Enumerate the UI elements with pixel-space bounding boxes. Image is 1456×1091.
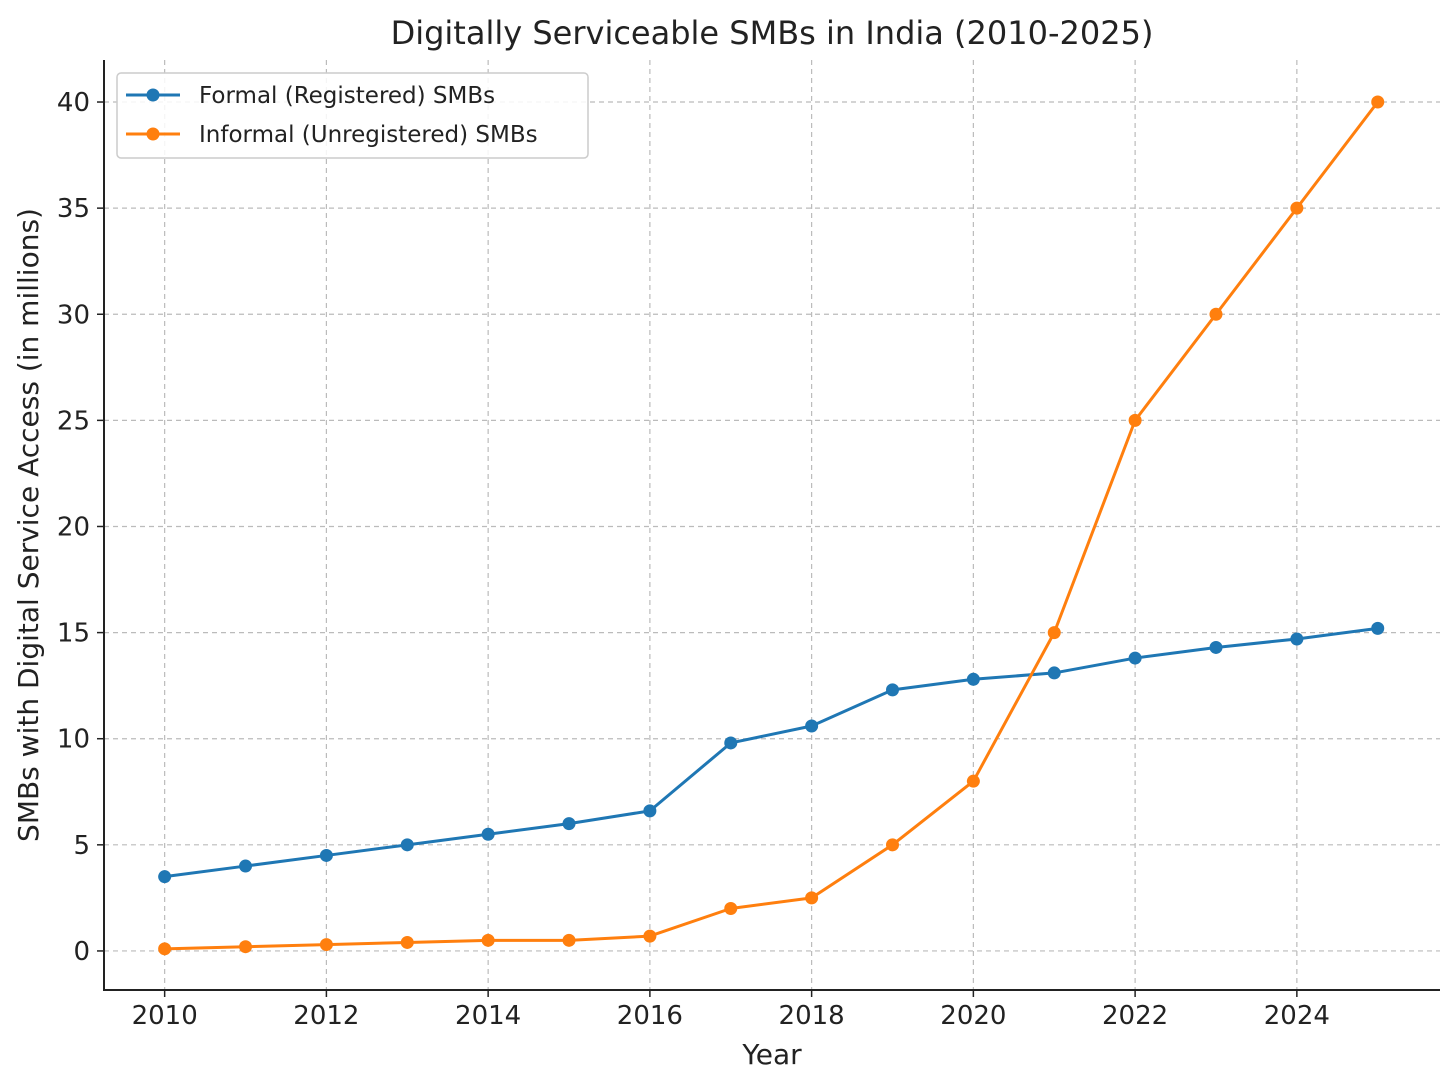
data-point-formal-2025: [1371, 621, 1385, 635]
data-point-informal-2022: [1128, 413, 1142, 427]
x-tick-label: 2022: [1102, 1001, 1168, 1031]
data-point-formal-2024: [1290, 632, 1304, 646]
data-point-informal-2024: [1290, 201, 1304, 215]
data-point-formal-2012: [319, 848, 333, 862]
data-point-informal-2023: [1209, 307, 1223, 321]
y-tick-label: 20: [57, 512, 90, 542]
y-tick-label: 30: [57, 300, 90, 330]
data-point-formal-2022: [1128, 651, 1142, 665]
x-tick-label: 2012: [293, 1001, 359, 1031]
legend-label-formal: Formal (Registered) SMBs: [199, 83, 495, 109]
data-point-informal-2015: [562, 933, 576, 947]
legend-marker-formal: [146, 88, 160, 102]
legend-label-informal: Informal (Unregistered) SMBs: [199, 122, 538, 148]
x-tick-label: 2018: [779, 1001, 845, 1031]
data-point-informal-2019: [885, 838, 899, 852]
data-point-informal-2021: [1047, 626, 1061, 640]
data-point-formal-2011: [239, 859, 253, 873]
data-point-formal-2014: [481, 827, 495, 841]
y-axis-label: SMBs with Digital Service Access (in mil…: [12, 208, 45, 842]
data-point-formal-2019: [885, 683, 899, 697]
chart-title: Digitally Serviceable SMBs in India (201…: [391, 14, 1154, 52]
data-point-formal-2023: [1209, 640, 1223, 654]
y-tick-label: 5: [73, 831, 90, 861]
data-point-formal-2016: [643, 804, 657, 818]
data-point-informal-2025: [1371, 95, 1385, 109]
y-tick-label: 25: [57, 406, 90, 436]
data-point-formal-2013: [400, 838, 414, 852]
data-point-informal-2018: [805, 891, 819, 905]
legend-marker-informal: [146, 127, 160, 141]
ticks: 2010 2012 2014 2016 2018 2020 2022 2024 0 5 10 15 20…: [57, 88, 1330, 1031]
data-point-informal-2017: [724, 902, 738, 916]
x-axis-label: Year: [741, 1038, 802, 1071]
data-point-informal-2010: [158, 942, 172, 956]
x-tick-label: 2020: [940, 1001, 1006, 1031]
x-tick-label: 2014: [455, 1001, 521, 1031]
series-group: [158, 95, 1385, 956]
x-tick-label: 2016: [617, 1001, 683, 1031]
grid: [104, 60, 1440, 990]
data-point-informal-2014: [481, 933, 495, 947]
y-tick-label: 40: [57, 88, 90, 118]
data-point-informal-2013: [400, 935, 414, 949]
x-tick-label: 2024: [1264, 1001, 1330, 1031]
data-point-formal-2015: [562, 817, 576, 831]
y-tick-label: 0: [73, 937, 90, 967]
data-point-informal-2012: [319, 938, 333, 952]
data-point-informal-2011: [239, 940, 253, 954]
y-tick-label: 15: [57, 619, 90, 649]
y-tick-label: 10: [57, 725, 90, 755]
x-tick-label: 2010: [132, 1001, 198, 1031]
legend: Formal (Registered) SMBs Informal (Unreg…: [116, 72, 589, 159]
legend-box: [116, 72, 589, 159]
axes: [103, 60, 1440, 991]
y-tick-label: 35: [57, 194, 90, 224]
data-point-informal-2016: [643, 929, 657, 943]
data-point-formal-2020: [966, 672, 980, 686]
series-line-informal: [164, 101, 1379, 951]
data-point-formal-2018: [805, 719, 819, 733]
data-point-informal-2020: [966, 774, 980, 788]
data-point-formal-2017: [724, 736, 738, 750]
data-point-formal-2021: [1047, 666, 1061, 680]
series-line-formal: [164, 626, 1378, 879]
data-point-formal-2010: [158, 870, 172, 884]
